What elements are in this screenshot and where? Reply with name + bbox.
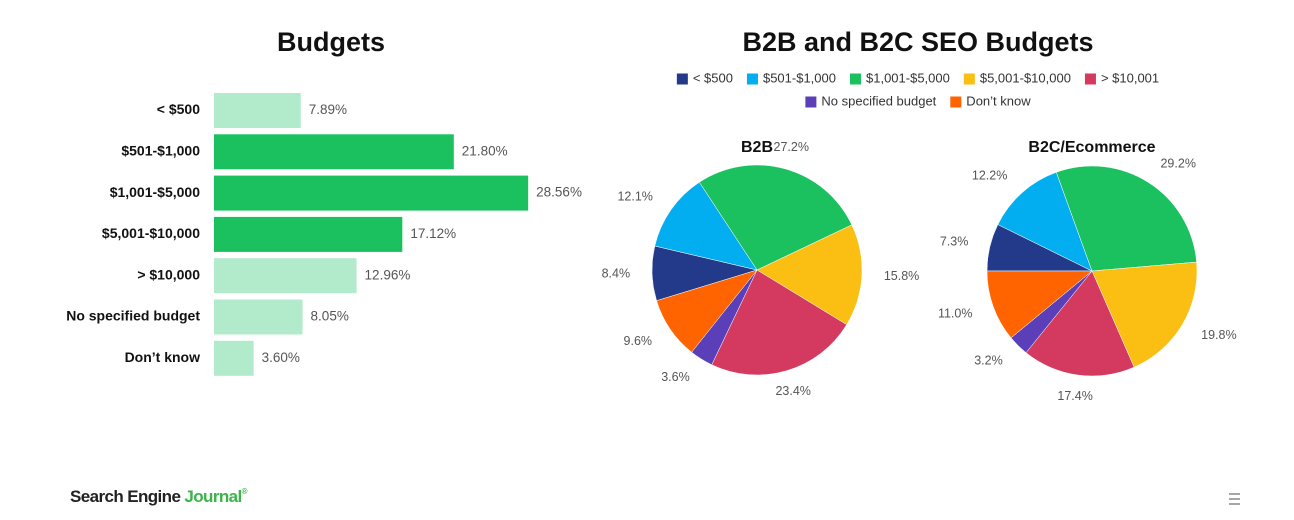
pie-slice: [711, 269, 847, 376]
logo-mark: ®: [242, 487, 248, 496]
bar: [214, 93, 301, 128]
pie-slice: [986, 270, 1093, 339]
category-label: No specified budget: [66, 308, 200, 324]
bar: [214, 134, 454, 170]
slice-label: 11.0%: [938, 306, 973, 320]
value-label: 28.56%: [536, 185, 582, 200]
legend-row: No specified budget Don’t know: [805, 93, 1031, 108]
slice-label: 3.2%: [974, 354, 1003, 368]
logo-main: Search Engine: [70, 487, 180, 506]
slice-label: 27.2%: [774, 140, 809, 154]
legend-swatch: [1084, 73, 1096, 85]
category-label: < $500: [157, 101, 200, 117]
legend-swatch: [849, 73, 861, 85]
logo-accent: Journal: [184, 487, 241, 506]
slice-label: 12.1%: [617, 190, 652, 204]
slice-label: 3.6%: [661, 370, 690, 384]
legend-label: $501-$1,000: [763, 70, 836, 85]
slice-label: 17.4%: [1057, 389, 1092, 403]
bar: [214, 340, 254, 376]
value-label: 8.05%: [311, 309, 349, 324]
bar: [214, 216, 403, 252]
value-label: 17.12%: [410, 226, 456, 241]
bar: [214, 299, 303, 335]
slice-label: 29.2%: [1160, 156, 1195, 170]
value-label: 7.89%: [309, 102, 347, 117]
value-label: 12.96%: [365, 267, 411, 282]
category-label: > $10,000: [137, 266, 200, 282]
pie-panel-title: B2B and B2C SEO Budgets: [742, 27, 1093, 57]
legend-label: $5,001-$10,000: [980, 70, 1071, 85]
pie-slice: [1091, 261, 1198, 368]
pie-slice: [656, 269, 758, 353]
pie-slice: [1055, 165, 1197, 272]
pie-slice: [1025, 270, 1135, 377]
category-label: Don’t know: [125, 349, 201, 365]
bar: [214, 175, 529, 211]
bar-chart-title: Budgets: [277, 27, 385, 57]
slice-label: 19.8%: [1201, 328, 1236, 342]
legend-label: $1,001-$5,000: [866, 70, 950, 85]
pie-title: B2B: [741, 139, 773, 156]
pie-slice: [699, 164, 853, 271]
legend-swatch: [950, 96, 962, 108]
slice-label: 12.2%: [972, 169, 1007, 183]
legend-label: Don’t know: [966, 93, 1031, 108]
value-label: 21.80%: [462, 143, 508, 158]
pie-slice: [997, 171, 1093, 272]
legend-row: < $500 $501-$1,000 $1,001-$5,000 $5,001-$10…: [676, 70, 1159, 85]
legend-label: > $10,001: [1101, 70, 1159, 85]
category-label: $1,001-$5,000: [110, 184, 201, 200]
slice-label: 9.6%: [624, 334, 653, 348]
slice-label: 23.4%: [775, 384, 810, 398]
slice-label: 8.4%: [602, 266, 631, 280]
slice-label: 15.8%: [884, 269, 919, 283]
pie-title: B2C/Ecommerce: [1028, 139, 1155, 156]
pie-slice: [654, 181, 758, 271]
pie-slice: [756, 224, 863, 326]
legend-swatch: [676, 73, 688, 85]
legend-swatch: [746, 73, 758, 85]
slice-label: 7.3%: [940, 234, 969, 248]
bar: [214, 258, 357, 294]
value-label: 3.60%: [262, 350, 300, 365]
legend-label: < $500: [693, 70, 733, 85]
legend-swatch: [963, 73, 975, 85]
category-label: $5,001-$10,000: [102, 225, 200, 241]
legend-swatch: [805, 96, 817, 108]
menu-icon[interactable]: [1229, 493, 1240, 505]
legend-label: No specified budget: [821, 93, 936, 108]
category-label: $501-$1,000: [121, 143, 200, 159]
logo: Search Engine Journal®: [70, 487, 248, 506]
